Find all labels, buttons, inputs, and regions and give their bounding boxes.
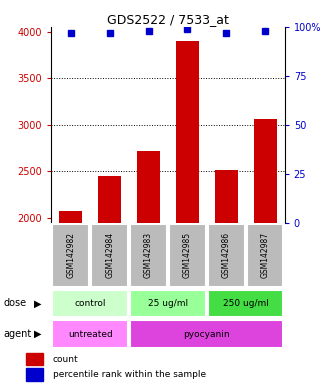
FancyBboxPatch shape xyxy=(53,224,89,287)
Text: GSM142985: GSM142985 xyxy=(183,232,192,278)
Text: percentile rank within the sample: percentile rank within the sample xyxy=(53,370,206,379)
Text: ▶: ▶ xyxy=(34,298,42,308)
Text: agent: agent xyxy=(3,329,31,339)
FancyBboxPatch shape xyxy=(208,224,245,287)
Bar xyxy=(59,210,82,223)
Bar xyxy=(254,119,277,223)
FancyBboxPatch shape xyxy=(247,224,283,287)
Text: GSM142987: GSM142987 xyxy=(261,232,270,278)
Bar xyxy=(176,41,199,223)
Text: count: count xyxy=(53,354,78,364)
Text: GSM142986: GSM142986 xyxy=(222,232,231,278)
FancyBboxPatch shape xyxy=(130,224,167,287)
Text: dose: dose xyxy=(3,298,26,308)
Text: 25 ug/ml: 25 ug/ml xyxy=(148,299,188,308)
Text: 250 ug/ml: 250 ug/ml xyxy=(223,299,269,308)
Text: GSM142983: GSM142983 xyxy=(144,232,153,278)
FancyBboxPatch shape xyxy=(53,320,128,348)
Text: untreated: untreated xyxy=(68,329,113,339)
Bar xyxy=(26,353,43,365)
FancyBboxPatch shape xyxy=(53,290,128,317)
Bar xyxy=(26,369,43,381)
FancyBboxPatch shape xyxy=(91,224,128,287)
FancyBboxPatch shape xyxy=(130,290,206,317)
Text: control: control xyxy=(74,299,106,308)
Text: pyocyanin: pyocyanin xyxy=(184,329,230,339)
FancyBboxPatch shape xyxy=(130,320,283,348)
FancyBboxPatch shape xyxy=(208,290,283,317)
Bar xyxy=(137,151,160,223)
Text: ▶: ▶ xyxy=(34,329,42,339)
Text: GSM142984: GSM142984 xyxy=(105,232,114,278)
Text: GSM142982: GSM142982 xyxy=(66,232,75,278)
Bar xyxy=(214,170,238,223)
FancyBboxPatch shape xyxy=(169,224,206,287)
Title: GDS2522 / 7533_at: GDS2522 / 7533_at xyxy=(107,13,229,26)
Bar xyxy=(98,176,121,223)
